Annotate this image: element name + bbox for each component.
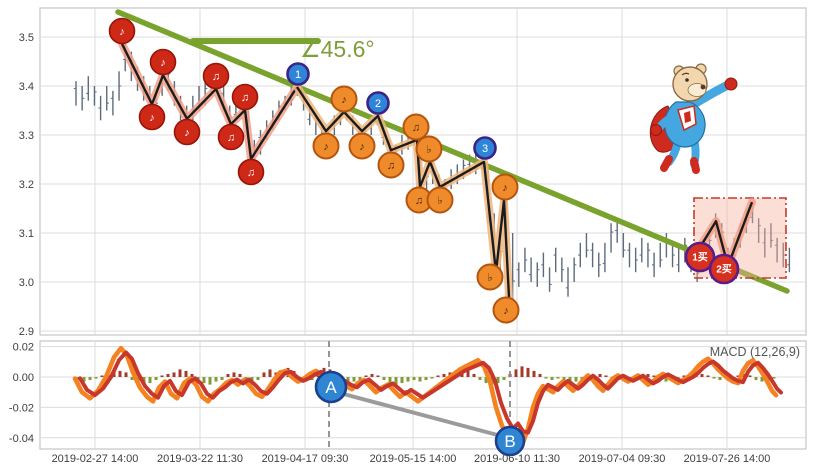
note-marker-orange[interactable]: [330, 85, 358, 113]
note-marker-glyph: ♫: [241, 92, 249, 104]
note-marker-red[interactable]: [202, 62, 230, 90]
macd-indicator-label: MACD (12,26,9): [710, 345, 800, 359]
angle-annotation-label: ∠45.6°: [300, 36, 375, 62]
x-tick-label: 2019-07-26 14:00: [684, 453, 771, 465]
y-tick-label: 3.4: [19, 81, 34, 93]
note-marker-glyph: ♫: [227, 132, 235, 144]
note-marker-glyph: ♫: [212, 71, 220, 83]
chart-panels: [39, 7, 807, 450]
y-tick-label: -0.04: [9, 433, 34, 445]
zigzag_box-line[interactable]: [695, 201, 754, 268]
note-marker-glyph: ♭: [426, 144, 431, 156]
note-marker-glyph: ♫: [387, 160, 395, 172]
trendline-layer: [115, 9, 790, 294]
ab-connector-line[interactable]: [334, 390, 507, 439]
note-marker-orange[interactable]: [402, 113, 430, 141]
wave-number-marker[interactable]: [473, 136, 497, 160]
buy-signal-label: 2买: [716, 264, 732, 276]
note-marker-glyph: ♪: [184, 127, 190, 139]
note-marker-glyph: ♪: [160, 57, 166, 69]
note-marker-glyph: ♪: [341, 94, 347, 106]
superhero-mascot-image: [649, 63, 738, 174]
x-tick-label: 2019-06-10 11:30: [474, 453, 560, 465]
note-marker-orange[interactable]: [348, 132, 376, 160]
zigzag-layer: [118, 39, 756, 302]
note-marker-glyph: ♫: [412, 122, 420, 134]
y-tick-label: 0.00: [13, 372, 34, 384]
y-tick-label: 3.3: [19, 130, 34, 142]
note-marker-glyph: ♪: [359, 141, 365, 153]
note-marker-orange[interactable]: [415, 135, 443, 163]
note-marker-glyph: ♪: [323, 141, 329, 153]
y-tick-label: 3.0: [19, 277, 34, 289]
point-marker-label: B: [504, 432, 515, 451]
buy-signal-marker[interactable]: [708, 253, 740, 285]
macd-dea-line[interactable]: [78, 350, 783, 435]
y-tick-label: -0.02: [9, 402, 34, 414]
note-marker-red[interactable]: [231, 83, 259, 111]
downtrend-line[interactable]: [115, 9, 790, 294]
note-marker-red[interactable]: [149, 48, 177, 76]
note-marker-orange[interactable]: [312, 132, 340, 160]
y-tick-label: 3.5: [19, 32, 34, 44]
note-marker-glyph: ♪: [119, 26, 125, 38]
note-marker-red[interactable]: [108, 17, 136, 45]
wave-number-label: 2: [375, 98, 381, 110]
note-marker-red[interactable]: [217, 123, 245, 151]
note-marker-orange[interactable]: [377, 151, 405, 179]
note-marker-glyph: ♪: [502, 182, 508, 194]
point-marker-label: A: [325, 378, 337, 397]
point-marker-A[interactable]: [314, 370, 348, 404]
x-tick-label: 2019-07-04 09:30: [579, 453, 666, 465]
x-tick-label: 2019-02-27 14:00: [52, 453, 139, 465]
note-marker-red[interactable]: [237, 158, 265, 186]
wave-number-label: 1: [295, 69, 301, 81]
x-tick-label: 2019-03-22 11:30: [157, 453, 243, 465]
note-marker-orange[interactable]: [492, 296, 520, 324]
zigzag_orange-line[interactable]: [295, 86, 511, 298]
y-tick-label: 0.02: [13, 342, 34, 354]
buy-signal-label: 1买: [692, 252, 708, 264]
note-marker-red[interactable]: [138, 103, 166, 131]
note-marker-glyph: ♭: [437, 195, 442, 207]
buy-signal-marker[interactable]: [684, 241, 716, 273]
note-marker-red[interactable]: [173, 118, 201, 146]
wave-number-label: 3: [482, 143, 488, 155]
note-marker-orange[interactable]: [426, 186, 454, 214]
note-marker-glyph: ♪: [503, 305, 509, 317]
wave-number-marker[interactable]: [286, 62, 310, 86]
y-tick-label: 2.9: [19, 326, 34, 338]
x-tick-label: 2019-05-15 14:00: [370, 453, 457, 465]
annotation-markers-layer: A B ♪ ♪ ♪ ♪ ♫ ♫ ♫ ♫ ♪ ♪ ♪ ♫ ♫ ♭ ♫ ♭ ♭ ♪ ♪ 1 2 3 1买 2买: [108, 17, 740, 457]
axis-labels: 3.5 3.4 3.3 3.2 3.1 3.0 2.9 0.02 0.00 -0.02 -0.04 2…: [9, 32, 771, 465]
note-marker-glyph: ♪: [149, 112, 155, 124]
wave-number-marker[interactable]: [366, 91, 390, 115]
note-marker-orange[interactable]: [491, 173, 519, 201]
note-marker-orange[interactable]: [476, 263, 504, 291]
y-tick-label: 3.2: [19, 179, 34, 191]
point-marker-B[interactable]: [494, 425, 526, 457]
x-tick-label: 2019-04-17 09:30: [262, 453, 349, 465]
note-marker-glyph: ♫: [247, 167, 255, 179]
note-marker-glyph: ♫: [415, 195, 423, 207]
macd-panel-layer: [72, 341, 783, 449]
note-marker-glyph: ♭: [487, 272, 492, 284]
y-tick-label: 3.1: [19, 228, 34, 240]
